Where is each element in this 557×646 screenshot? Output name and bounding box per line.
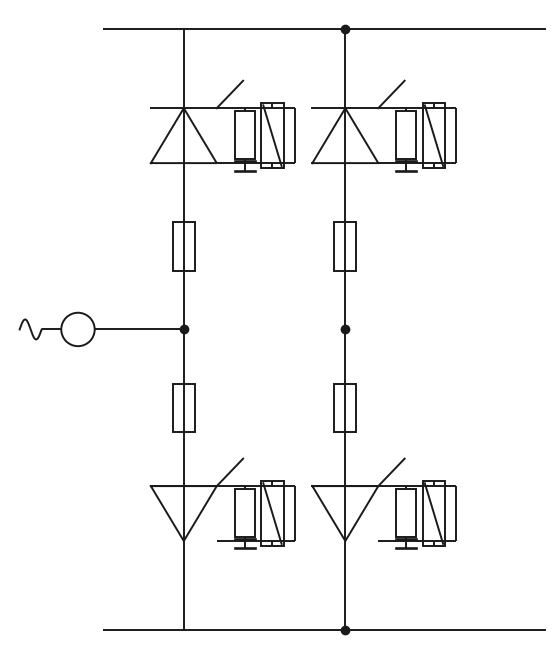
Bar [396, 489, 416, 537]
Bar [261, 103, 284, 168]
Bar [173, 222, 195, 271]
Bar [423, 103, 445, 168]
Bar [234, 111, 255, 160]
Bar [334, 384, 356, 432]
Bar [234, 489, 255, 537]
Bar [396, 111, 416, 160]
Bar [334, 222, 356, 271]
Bar [261, 481, 284, 546]
Bar [173, 384, 195, 432]
Bar [423, 481, 445, 546]
